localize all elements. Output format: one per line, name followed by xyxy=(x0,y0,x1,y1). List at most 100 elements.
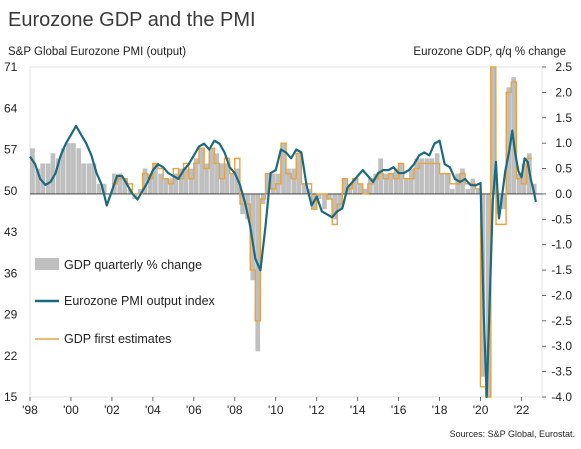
gdp-bar xyxy=(60,148,66,194)
gdp-bar xyxy=(490,67,496,194)
left-tick-label: 36 xyxy=(4,266,18,280)
right-tick-label: 2.0 xyxy=(555,85,572,99)
gdp-bar xyxy=(485,193,491,397)
gdp-bar xyxy=(189,168,194,194)
x-tick-label: '06 xyxy=(186,403,202,417)
gdp-bar xyxy=(327,193,332,199)
gdp-first-estimates-path xyxy=(111,66,532,398)
gdp-bar xyxy=(245,193,250,220)
gdp-bar xyxy=(337,193,343,210)
right-tick-label: 1.5 xyxy=(555,111,572,125)
gdp-bars xyxy=(30,67,537,397)
gdp-bar xyxy=(270,173,276,194)
gdp-bar xyxy=(265,173,271,194)
gdp-bar xyxy=(96,183,102,194)
gdp-bar xyxy=(45,163,51,194)
gdp-bar xyxy=(383,173,389,194)
x-tick-label: '20 xyxy=(473,403,489,417)
pmi-output-path xyxy=(29,124,537,399)
gdp-bar xyxy=(30,148,35,194)
gdp-bar xyxy=(35,168,41,194)
gdp-bar xyxy=(501,193,506,210)
right-tick-label: 0.5 xyxy=(555,162,572,176)
gdp-bar xyxy=(408,168,414,194)
gdp-bar xyxy=(506,87,512,194)
right-axis-ticks: 2.5 2.0 1.5 1.0 0.5 0.0 -0.5 -1.0 -1.5 -2.0 -2.5 -3… xyxy=(542,60,572,404)
right-tick-label: 2.5 xyxy=(555,60,572,74)
gdp-bar xyxy=(204,163,209,194)
gdp-bar xyxy=(209,148,215,194)
right-tick-label: -1.0 xyxy=(551,238,572,252)
x-tick-label: '00 xyxy=(63,403,79,417)
gdp-bar xyxy=(173,173,179,194)
gdp-bar xyxy=(86,163,92,194)
gdp-bar xyxy=(224,163,230,194)
gdp-bar xyxy=(521,163,527,194)
gdp-bar xyxy=(158,173,164,194)
x-tick-label: '02 xyxy=(104,403,120,417)
gdp-bar xyxy=(122,178,127,194)
left-tick-label: 15 xyxy=(4,390,18,404)
gdp-bar xyxy=(214,153,220,194)
right-tick-label: -0.5 xyxy=(551,212,572,226)
gdp-bar xyxy=(50,153,56,194)
x-tick-label: '22 xyxy=(514,403,530,417)
gdp-bar xyxy=(465,188,471,194)
gdp-bar xyxy=(199,148,204,194)
gdp-bar xyxy=(40,163,46,194)
gdp-bar xyxy=(91,163,97,194)
gdp-bar xyxy=(342,178,348,194)
left-tick-label: 50 xyxy=(4,184,18,198)
gdp-bar xyxy=(71,143,76,194)
gdp-bar xyxy=(414,158,420,194)
x-tick-label: '08 xyxy=(227,403,243,417)
gdp-bar xyxy=(388,173,394,194)
x-tick-label: '14 xyxy=(350,403,366,417)
right-tick-label: -2.0 xyxy=(551,288,572,302)
right-tick-label: -2.5 xyxy=(551,314,572,328)
legend: GDP quarterly % change Eurozone PMI outp… xyxy=(35,258,216,346)
gdp-bar xyxy=(368,178,373,194)
gdp-bar xyxy=(255,193,261,352)
right-tick-label: 1.0 xyxy=(555,136,572,150)
left-tick-label: 71 xyxy=(4,60,18,74)
gdp-bar xyxy=(76,148,82,194)
gdp-bar xyxy=(163,178,168,194)
gdp-bar xyxy=(148,173,153,194)
x-tick-label: '18 xyxy=(432,403,448,417)
left-axis-ticks: 71 64 57 50 43 36 29 22 15 xyxy=(4,60,18,404)
gdp-bar xyxy=(332,193,338,220)
gdp-bar xyxy=(439,173,445,194)
right-tick-label: -3.5 xyxy=(551,365,572,379)
gdp-bar xyxy=(117,173,123,194)
gdp-bar xyxy=(286,168,291,194)
gdp-bar xyxy=(178,168,184,194)
gdp-bar xyxy=(301,183,307,194)
gdp-bar xyxy=(404,178,409,194)
gdp-bar xyxy=(475,188,481,194)
left-tick-label: 29 xyxy=(4,308,18,322)
gdp-bar xyxy=(445,173,450,194)
source-note: Sources: S&P Global, Eurostat. xyxy=(450,429,575,439)
gdp-bar xyxy=(516,173,522,194)
gdp-bar xyxy=(66,143,71,194)
gdp-bar xyxy=(352,178,358,194)
gdp-first-estimates-line xyxy=(111,66,532,398)
x-axis-ticks: '98 '00 '02 '04 '06 '08 '10 '12 '14 '16 '18 '20 '22 xyxy=(22,397,530,417)
gdp-bar xyxy=(378,158,383,194)
gdp-bar xyxy=(316,193,322,199)
plot-frame xyxy=(29,66,543,398)
left-tick-label: 64 xyxy=(4,101,18,115)
gdp-bar xyxy=(398,163,404,194)
x-tick-label: '04 xyxy=(145,403,161,417)
gdp-bar xyxy=(168,178,174,194)
gdp-bar xyxy=(470,178,476,194)
gdp-bar xyxy=(137,188,143,194)
gdp-bar xyxy=(229,173,235,194)
gdp-bar xyxy=(281,143,286,194)
legend-label-pmi-line: Eurozone PMI output index xyxy=(64,294,216,308)
gdp-bar xyxy=(152,163,158,194)
pmi-output-line xyxy=(29,124,537,399)
